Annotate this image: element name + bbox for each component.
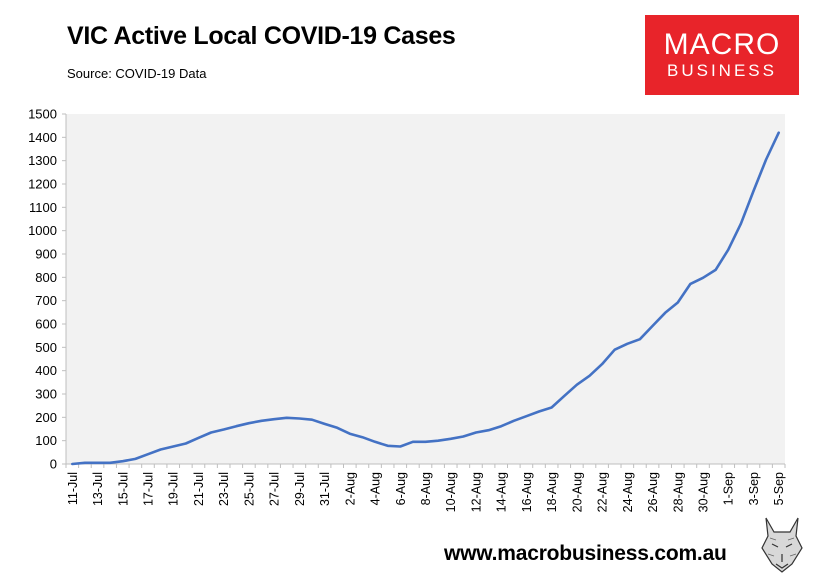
x-tick-label: 16-Aug: [520, 472, 534, 512]
y-tick-label: 700: [35, 293, 57, 308]
chart-source: Source: COVID-19 Data: [67, 66, 207, 81]
x-tick-label: 3-Sep: [747, 472, 761, 505]
logo-line-2: BUSINESS: [667, 61, 777, 80]
x-tick-label: 21-Jul: [192, 472, 206, 506]
y-tick-label: 1000: [28, 223, 57, 238]
x-tick-label: 25-Jul: [242, 472, 256, 506]
x-tick-label: 1-Sep: [722, 472, 736, 505]
x-tick-label: 4-Aug: [369, 472, 383, 505]
y-tick-label: 1500: [28, 107, 57, 122]
y-tick-label: 1400: [28, 130, 57, 145]
x-tick-label: 29-Jul: [293, 472, 307, 506]
y-tick-label: 100: [35, 433, 57, 448]
x-tick-label: 22-Aug: [596, 472, 610, 512]
x-tick-label: 18-Aug: [545, 472, 559, 512]
y-tick-label: 300: [35, 387, 57, 402]
x-axis-ticks: 11-Jul 13-Jul 15-Jul 17-Jul 19-Jul 21-Jul 23-J…: [65, 464, 786, 512]
x-tick-label: 28-Aug: [671, 472, 685, 512]
y-tick-label: 400: [35, 363, 57, 378]
x-tick-label: 27-Jul: [268, 472, 282, 506]
y-tick-label: 200: [35, 410, 57, 425]
x-tick-label: 2-Aug: [343, 472, 357, 505]
x-tick-label: 15-Jul: [116, 472, 130, 506]
x-tick-label: 12-Aug: [469, 472, 483, 512]
x-tick-label: 23-Jul: [217, 472, 231, 506]
y-tick-label: 1300: [28, 153, 57, 168]
y-tick-label: 0: [50, 457, 57, 472]
macro-business-logo[interactable]: MACRO BUSINESS: [645, 15, 799, 95]
x-tick-label: 5-Sep: [772, 472, 786, 505]
x-tick-label: 13-Jul: [91, 472, 105, 506]
y-tick-label: 600: [35, 317, 57, 332]
website-url[interactable]: www.macrobusiness.com.au: [444, 542, 727, 565]
x-tick-label: 11-Jul: [66, 472, 80, 505]
x-tick-label: 8-Aug: [419, 472, 433, 505]
x-tick-label: 14-Aug: [495, 472, 509, 512]
x-tick-label: 6-Aug: [394, 472, 408, 505]
x-tick-label: 24-Aug: [621, 472, 635, 512]
x-tick-label: 20-Aug: [570, 472, 584, 512]
y-tick-label: 1200: [28, 177, 57, 192]
x-tick-label: 26-Aug: [646, 472, 660, 512]
x-tick-label: 17-Jul: [141, 472, 155, 506]
y-tick-label: 800: [35, 270, 57, 285]
x-tick-label: 30-Aug: [697, 472, 711, 512]
plot-area: [66, 114, 785, 464]
series-line: [71, 131, 781, 466]
x-tick-label: 31-Jul: [318, 472, 332, 506]
y-tick-label: 1100: [29, 200, 57, 215]
logo-line-1: MACRO: [663, 28, 781, 61]
chart-title: VIC Active Local COVID-19 Cases: [67, 22, 456, 50]
y-tick-label: 900: [35, 247, 57, 262]
y-axis-ticks: 0 100 200 300 400 500 600 700 800 900 1000 1100 1200…: [28, 107, 66, 472]
series-group: [71, 131, 781, 466]
x-tick-label: 19-Jul: [167, 472, 181, 506]
y-tick-label: 500: [35, 340, 57, 355]
x-tick-label: 10-Aug: [444, 472, 458, 512]
fox-sketch-icon: [761, 517, 803, 573]
